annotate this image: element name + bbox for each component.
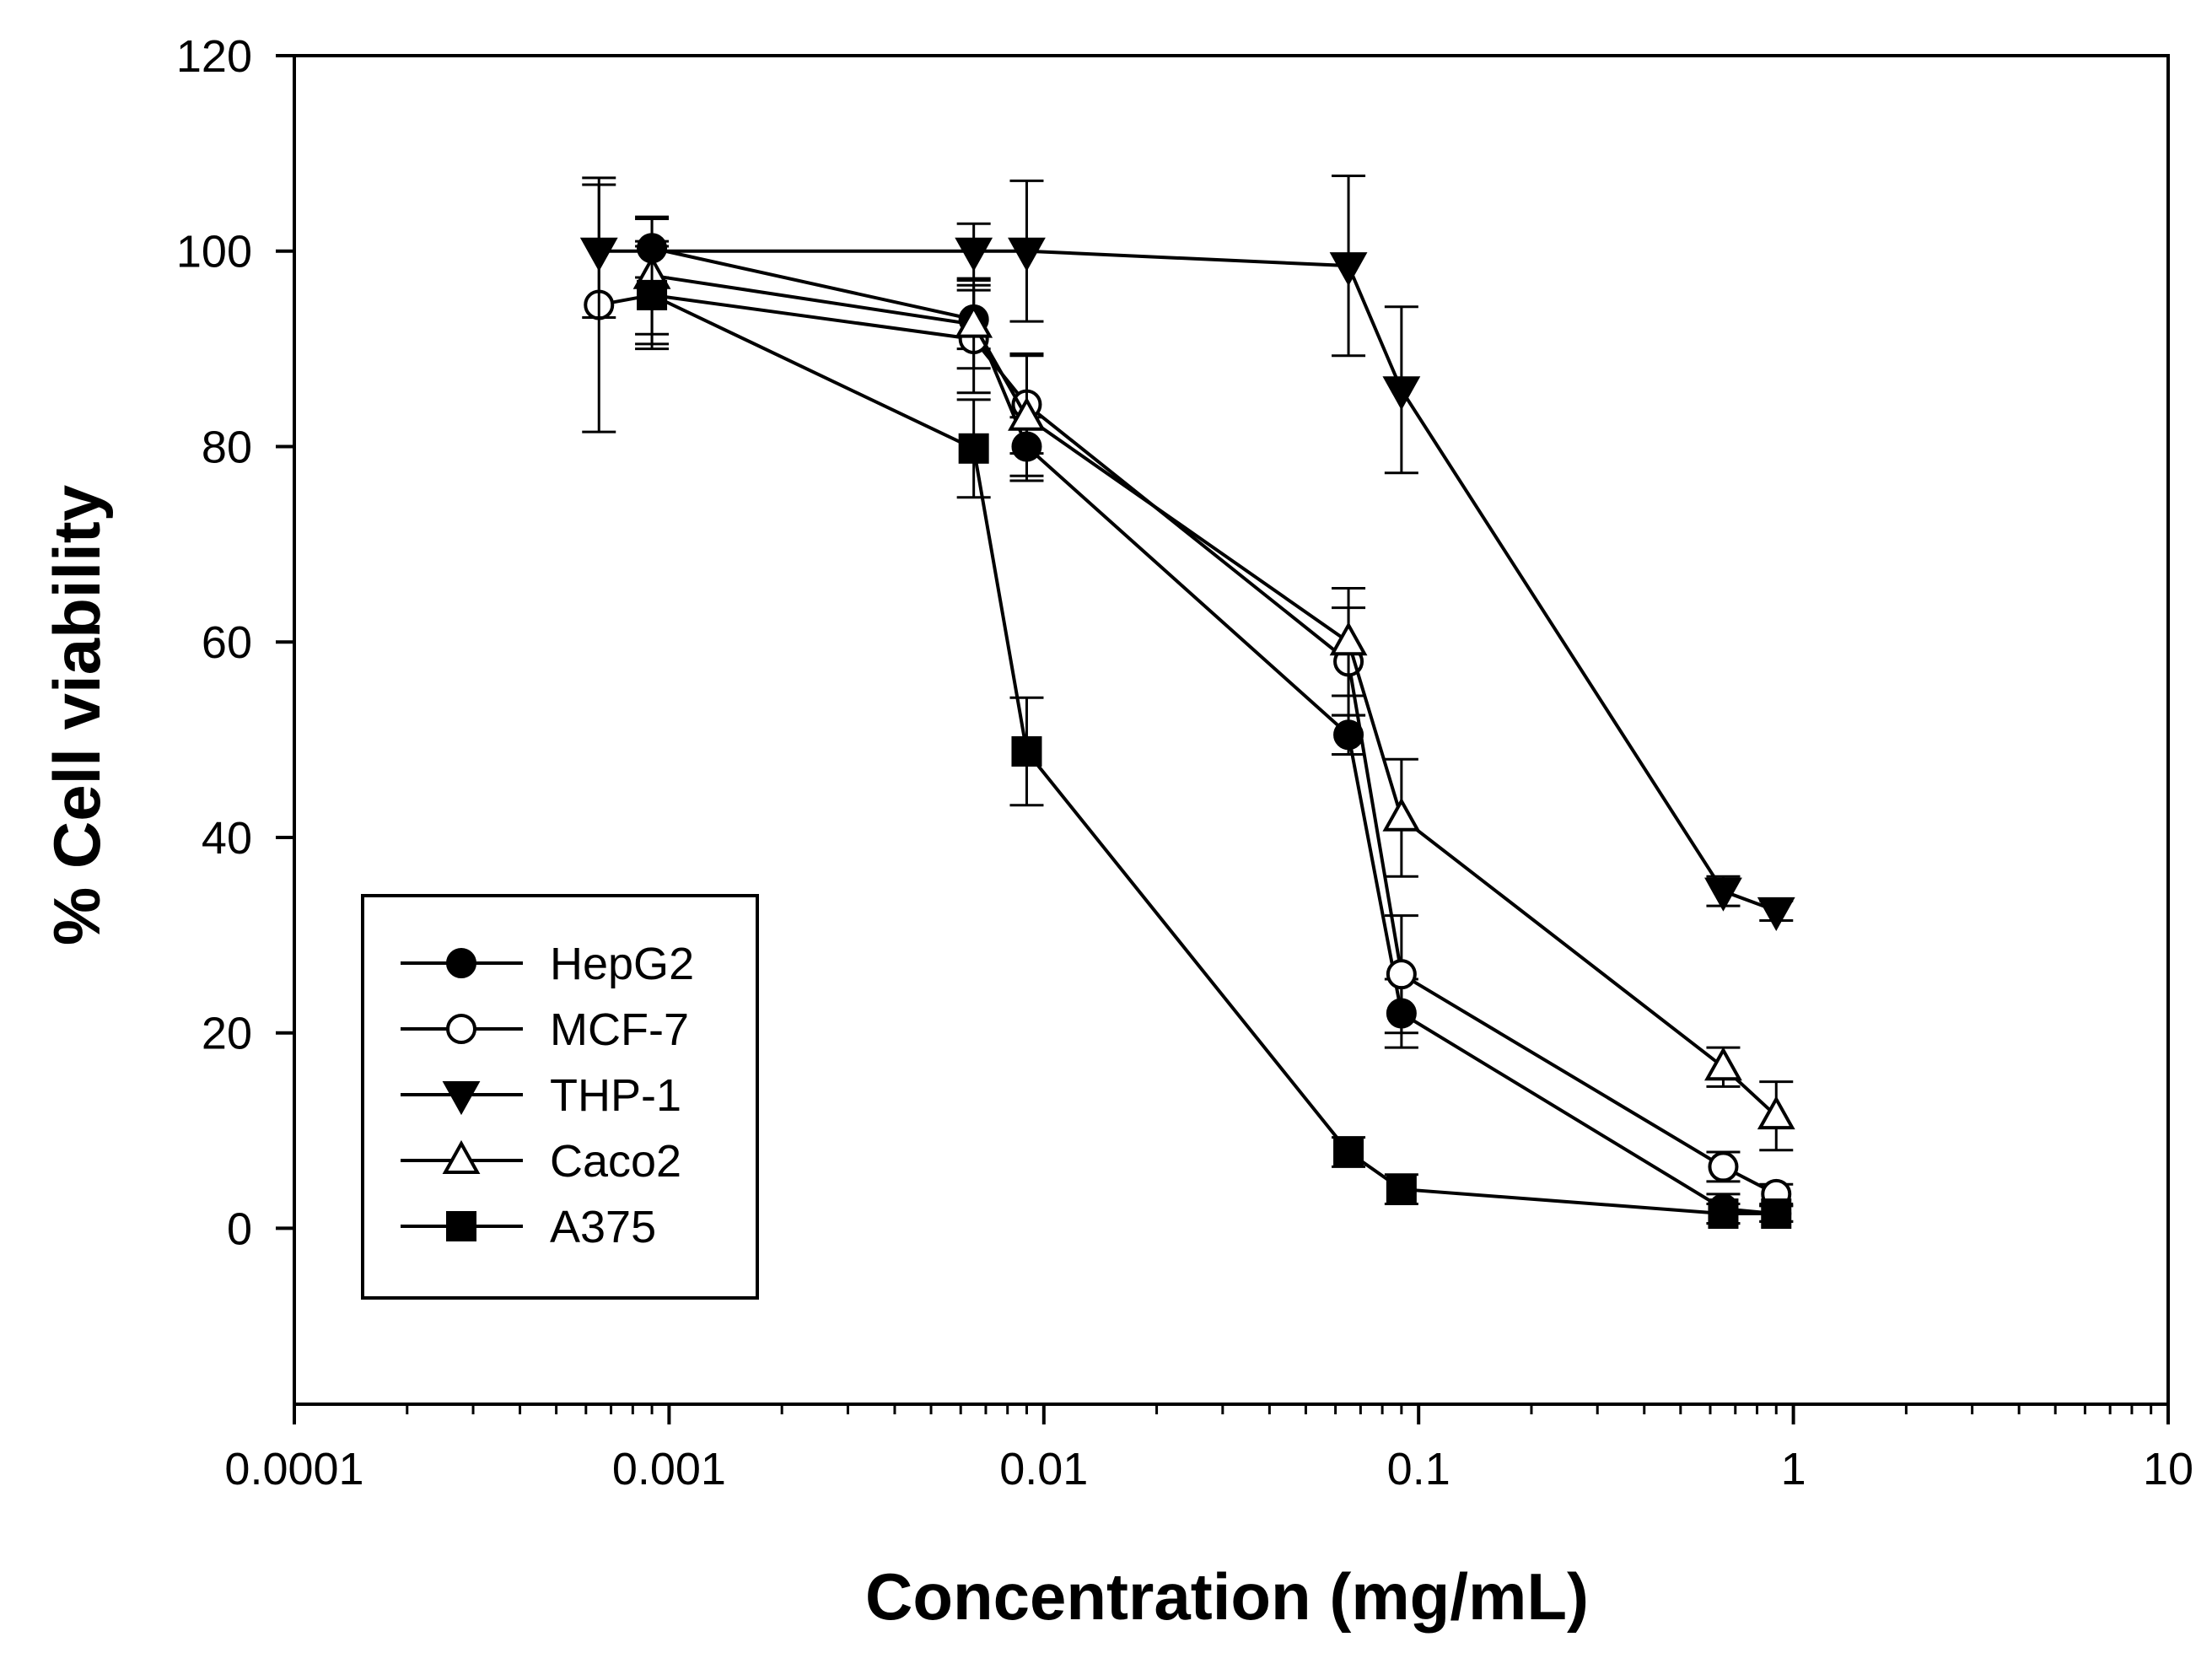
- series-line-hepg2: [651, 246, 1777, 1216]
- series-line-thp-1: [599, 249, 1777, 913]
- data-point-thp-1: [1008, 237, 1046, 272]
- series-line-a375: [651, 293, 1777, 1216]
- legend-label-caco2: Caco2: [550, 1136, 681, 1187]
- data-point-a375: [1761, 1198, 1792, 1230]
- x-tick-label: 0.001: [612, 1444, 726, 1494]
- legend-marker-hepg2: [446, 948, 476, 978]
- legend-marker-mcf-7: [446, 1014, 476, 1044]
- x-tick-label: 0.0001: [224, 1444, 363, 1494]
- data-point-caco2: [955, 304, 993, 338]
- legend-label-a375: A375: [550, 1202, 656, 1252]
- data-point-a375: [1011, 735, 1042, 767]
- plot-frame: [293, 54, 2170, 1406]
- y-tick-label: 100: [176, 227, 252, 277]
- legend-label-thp-1: THP-1: [550, 1070, 681, 1121]
- data-point-thp-1: [1757, 896, 1795, 931]
- data-point-a375: [637, 279, 668, 310]
- data-point-mcf-7: [1708, 1151, 1739, 1182]
- y-tick-label: 0: [227, 1203, 252, 1254]
- legend-label-hepg2: HepG2: [550, 939, 694, 989]
- data-point-mcf-7: [1386, 959, 1417, 990]
- plot-area: [579, 175, 1795, 1230]
- x-tick-label: 10: [2143, 1444, 2193, 1494]
- data-point-a375: [1386, 1174, 1417, 1205]
- series-a375: [635, 240, 1794, 1230]
- x-tick-label: 1: [1781, 1444, 1806, 1494]
- data-point-a375: [1708, 1198, 1739, 1230]
- data-point-caco2: [1704, 1047, 1742, 1081]
- x-tick-label: 0.01: [999, 1444, 1088, 1494]
- legend-label-mcf-7: MCF-7: [550, 1004, 689, 1055]
- x-tick-label: 0.1: [1387, 1444, 1450, 1494]
- y-tick-label: 80: [202, 422, 252, 472]
- data-point-caco2: [1382, 797, 1421, 832]
- legend-marker-thp-1: [442, 1081, 481, 1116]
- series-caco2: [632, 215, 1795, 1152]
- series-mcf-7: [582, 176, 1794, 1209]
- data-point-thp-1: [1329, 252, 1368, 287]
- data-point-thp-1: [1704, 877, 1742, 912]
- data-point-thp-1: [955, 237, 993, 272]
- axes: 0 20 40 60 80 100 120 0.0001 0.001 0.01 0.1 1 10: [176, 31, 2193, 1494]
- y-tick-label: 120: [176, 31, 252, 82]
- data-point-caco2: [1329, 622, 1368, 656]
- series-line-caco2: [651, 273, 1778, 1117]
- data-point-caco2: [1757, 1096, 1795, 1130]
- y-tick-label: 40: [202, 813, 252, 864]
- y-tick-label: 20: [202, 1009, 252, 1059]
- data-point-a375: [1333, 1137, 1364, 1168]
- series-thp-1: [579, 175, 1795, 931]
- legend: HepG2 MCF-7 THP-1 Caco2 A375: [361, 894, 759, 1300]
- data-point-a375: [958, 433, 989, 464]
- series-line-mcf-7: [598, 293, 1778, 1196]
- legend-marker-a375: [446, 1211, 476, 1241]
- data-point-thp-1: [1382, 376, 1421, 411]
- y-tick-label: 60: [202, 617, 252, 668]
- y-axis-title: % Cell viability: [40, 485, 114, 945]
- data-point-thp-1: [579, 237, 618, 272]
- legend-marker-caco2: [442, 1139, 481, 1174]
- data-point-caco2: [1008, 396, 1046, 431]
- x-axis-title: Concentration (mg/mL): [865, 1559, 1589, 1634]
